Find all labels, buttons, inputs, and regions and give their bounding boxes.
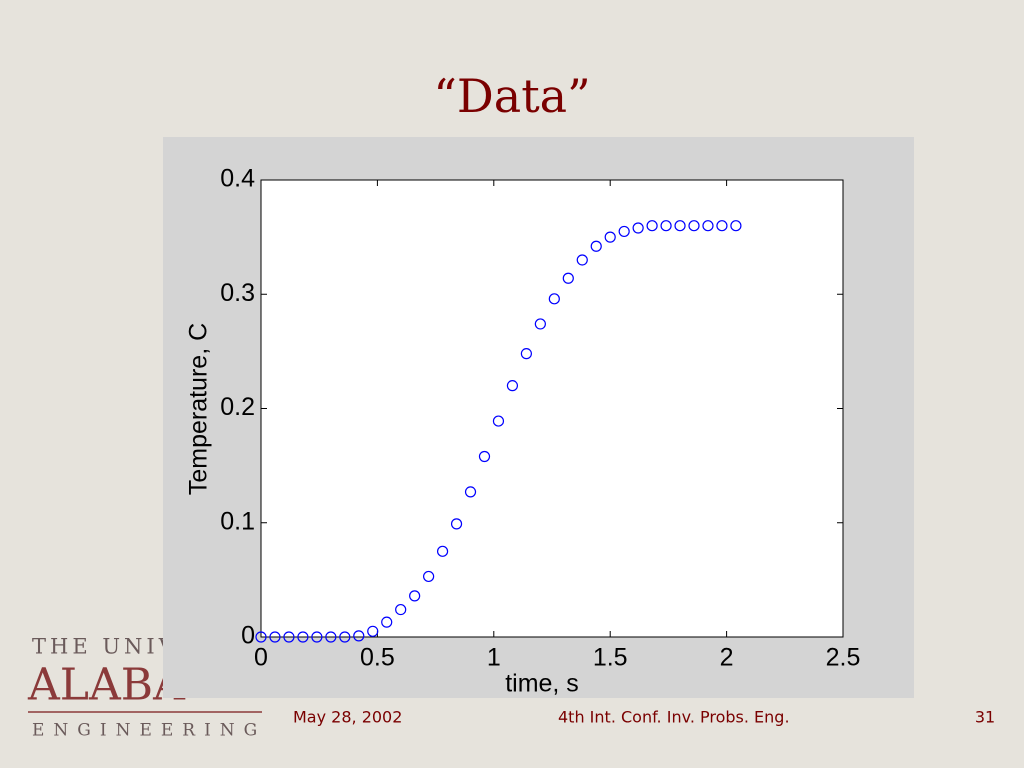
data-point bbox=[632, 222, 644, 234]
x-tick-label: 2 bbox=[720, 644, 734, 672]
x-tick-label: 1 bbox=[487, 644, 501, 672]
data-point bbox=[618, 225, 630, 238]
data-point bbox=[311, 631, 323, 643]
data-point bbox=[423, 570, 435, 583]
data-point bbox=[450, 518, 463, 530]
logo-line: ALABA bbox=[27, 660, 186, 711]
data-point bbox=[492, 415, 505, 427]
data-point bbox=[590, 240, 602, 252]
x-tick-label: 0 bbox=[254, 644, 268, 672]
data-point bbox=[367, 625, 379, 637]
slide-title: “Data” bbox=[433, 69, 590, 123]
page-number: 31 bbox=[975, 708, 995, 727]
data-point bbox=[269, 631, 281, 643]
data-point bbox=[478, 450, 491, 463]
data-point bbox=[674, 220, 686, 232]
x-tick-label: 2.5 bbox=[826, 644, 861, 672]
x-axis-label: time, s bbox=[505, 670, 579, 698]
data-point bbox=[297, 631, 309, 643]
data-point bbox=[562, 272, 574, 284]
data-point bbox=[381, 616, 393, 628]
data-point bbox=[464, 486, 477, 498]
data-point bbox=[716, 220, 728, 232]
data-point bbox=[702, 220, 714, 232]
data-point bbox=[520, 348, 532, 360]
data-point bbox=[339, 631, 351, 643]
data-point bbox=[409, 590, 421, 602]
y-tick-label: 0.4 bbox=[220, 165, 255, 193]
data-point bbox=[395, 603, 407, 616]
y-tick-label: 0.1 bbox=[220, 507, 255, 535]
data-point bbox=[353, 630, 365, 642]
data-point bbox=[436, 545, 449, 557]
data-point bbox=[506, 380, 519, 392]
data-point bbox=[283, 631, 295, 643]
data-point bbox=[660, 220, 672, 232]
data-point bbox=[730, 220, 742, 232]
y-tick-label: 0.3 bbox=[220, 279, 255, 307]
data-point bbox=[688, 220, 700, 232]
data-point bbox=[325, 631, 337, 643]
y-tick-label: 0 bbox=[241, 622, 255, 650]
y-tick-label: 0.2 bbox=[220, 393, 255, 421]
data-point bbox=[548, 293, 560, 305]
data-point bbox=[604, 231, 616, 243]
data-point bbox=[576, 254, 588, 266]
x-tick-label: 0.5 bbox=[360, 644, 395, 672]
plot-area bbox=[260, 179, 844, 638]
logo-line: ENGINEERING bbox=[32, 721, 266, 741]
data-point bbox=[255, 631, 267, 643]
y-axis-label: Temperature, C bbox=[185, 323, 213, 495]
x-tick-label: 1.5 bbox=[593, 644, 628, 672]
data-point bbox=[534, 318, 546, 330]
footer-event: 4th Int. Conf. Inv. Probs. Eng. bbox=[558, 708, 790, 727]
data-point bbox=[646, 220, 658, 232]
footer-date: May 28, 2002 bbox=[293, 708, 402, 727]
